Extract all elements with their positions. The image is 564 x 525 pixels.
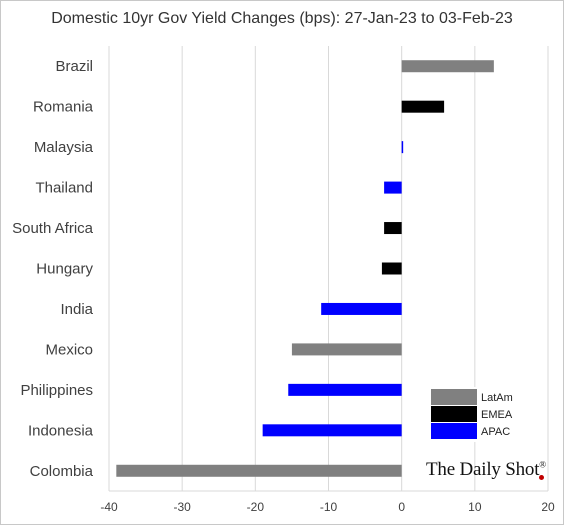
category-label: Indonesia xyxy=(28,422,94,439)
bar xyxy=(401,60,494,73)
category-labels: Brazil Romania Malaysia Thailand South Afric… xyxy=(12,58,94,480)
gridlines xyxy=(108,46,549,492)
chart-title: Domestic 10yr Gov Yield Changes (bps): 2… xyxy=(51,10,513,27)
brand-dot-icon xyxy=(539,475,544,480)
brand-registered-mark: ® xyxy=(539,459,546,470)
x-tick-label: -20 xyxy=(247,500,265,514)
legend-swatch xyxy=(431,423,477,439)
category-label: South Africa xyxy=(12,220,94,237)
x-tick-label: -40 xyxy=(100,500,118,514)
category-label: Colombia xyxy=(30,463,94,480)
bar xyxy=(401,141,404,154)
bar xyxy=(291,343,402,356)
category-label: Brazil xyxy=(55,58,93,75)
category-label: Thailand xyxy=(35,180,93,197)
category-label: Hungary xyxy=(36,261,93,278)
category-label: Romania xyxy=(33,99,94,116)
bar xyxy=(384,181,402,194)
legend-swatch xyxy=(431,406,477,422)
legend-label: APAC xyxy=(481,426,510,438)
bar xyxy=(288,383,402,396)
category-label: Philippines xyxy=(20,382,93,399)
category-label: India xyxy=(60,301,93,318)
x-tick-label: 10 xyxy=(468,500,482,514)
bar xyxy=(116,464,402,477)
legend-label: LatAm xyxy=(481,392,513,404)
category-label: Mexico xyxy=(45,341,93,358)
legend: LatAm EMEA APAC xyxy=(429,387,539,442)
bar xyxy=(321,302,402,315)
bar xyxy=(401,100,445,113)
legend-swatch xyxy=(431,389,477,405)
bar xyxy=(262,424,402,437)
x-tick-label: -10 xyxy=(320,500,338,514)
x-tick-labels: -40 -30 -20 -10 0 10 20 xyxy=(100,500,555,514)
bars xyxy=(116,60,494,477)
brand-logo: The Daily Shot® xyxy=(426,459,546,481)
bar xyxy=(381,262,402,275)
x-tick-label: 0 xyxy=(398,500,405,514)
x-tick-label: -30 xyxy=(173,500,191,514)
x-tick-label: 20 xyxy=(541,500,555,514)
category-label: Malaysia xyxy=(34,139,94,156)
legend-label: EMEA xyxy=(481,409,513,421)
brand-name: The Daily Shot xyxy=(426,459,540,480)
bar xyxy=(384,222,402,235)
